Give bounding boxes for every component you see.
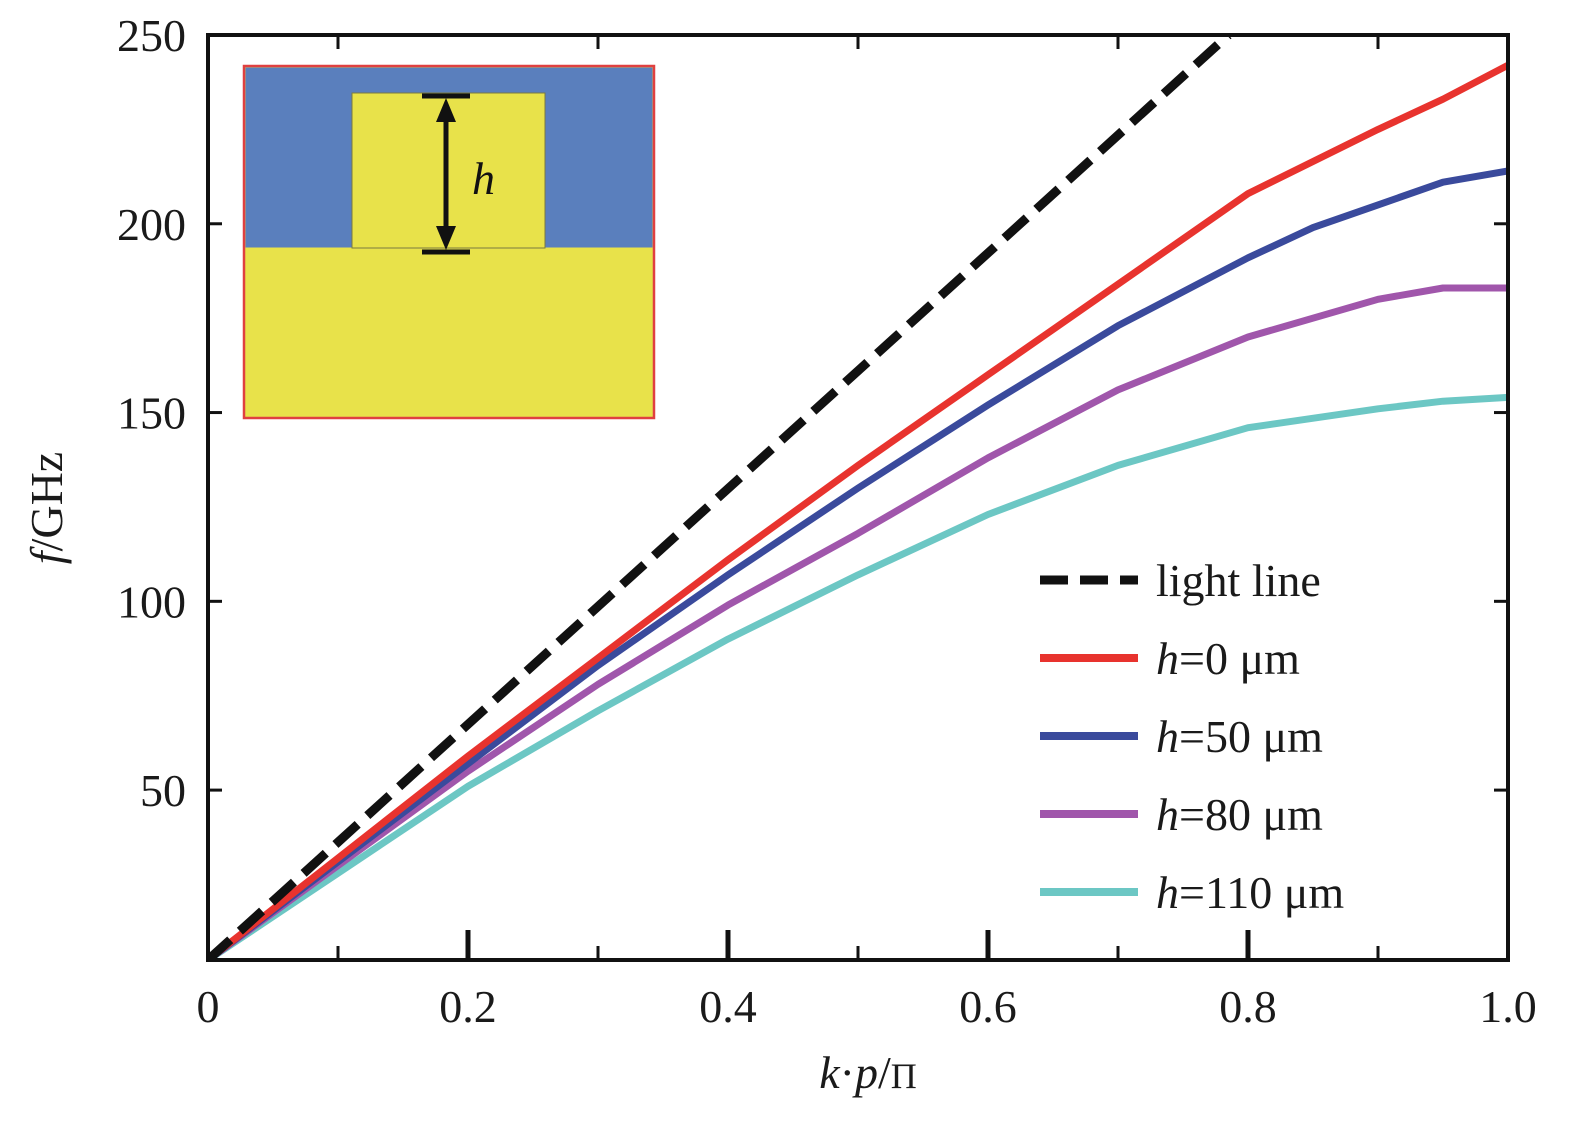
legend-label-1: h=0 μm <box>1156 633 1300 684</box>
x-tick-label: 0.8 <box>1219 981 1277 1032</box>
series-line-0 <box>208 35 1232 960</box>
inset-arrow-up <box>436 98 456 122</box>
y-tick-label: 50 <box>140 765 186 816</box>
x-tick-label: 0.2 <box>439 981 497 1032</box>
legend-label-2: h=50 μm <box>1156 711 1323 762</box>
x-tick-label: 1.0 <box>1479 981 1537 1032</box>
y-tick-label: 150 <box>117 388 186 439</box>
axis-ticks: 0 0.2 0.4 0.6 0.8 1.0 50 100 150 200 250 <box>117 10 1537 1032</box>
y-tick-label: 250 <box>117 10 186 61</box>
legend-label-4: h=110 μm <box>1156 867 1344 918</box>
y-tick-label: 100 <box>117 576 186 627</box>
x-tick-label: 0 <box>197 981 220 1032</box>
y-tick-label: 200 <box>117 199 186 250</box>
legend: light line h=0 μm h=50 μm h=80 μm h=110 μm <box>1040 555 1344 918</box>
series-line-2 <box>208 167 1508 960</box>
plot-marks <box>208 35 1508 960</box>
x-tick-label: 0.4 <box>699 981 757 1032</box>
legend-label-3: h=80 μm <box>1156 789 1323 840</box>
x-axis-label: k·p/Π <box>819 1047 917 1098</box>
x-tick-label: 0.6 <box>959 981 1017 1032</box>
inset-groove-diagram: h <box>242 64 656 420</box>
series-line-4 <box>208 393 1508 960</box>
legend-label-0: light line <box>1156 555 1321 606</box>
inset-h-label: h <box>472 153 495 204</box>
series-line-3 <box>208 284 1508 960</box>
y-axis-label: f/GHz <box>21 452 72 564</box>
inset-arrow-down <box>436 226 456 250</box>
series-line-1 <box>208 62 1508 960</box>
